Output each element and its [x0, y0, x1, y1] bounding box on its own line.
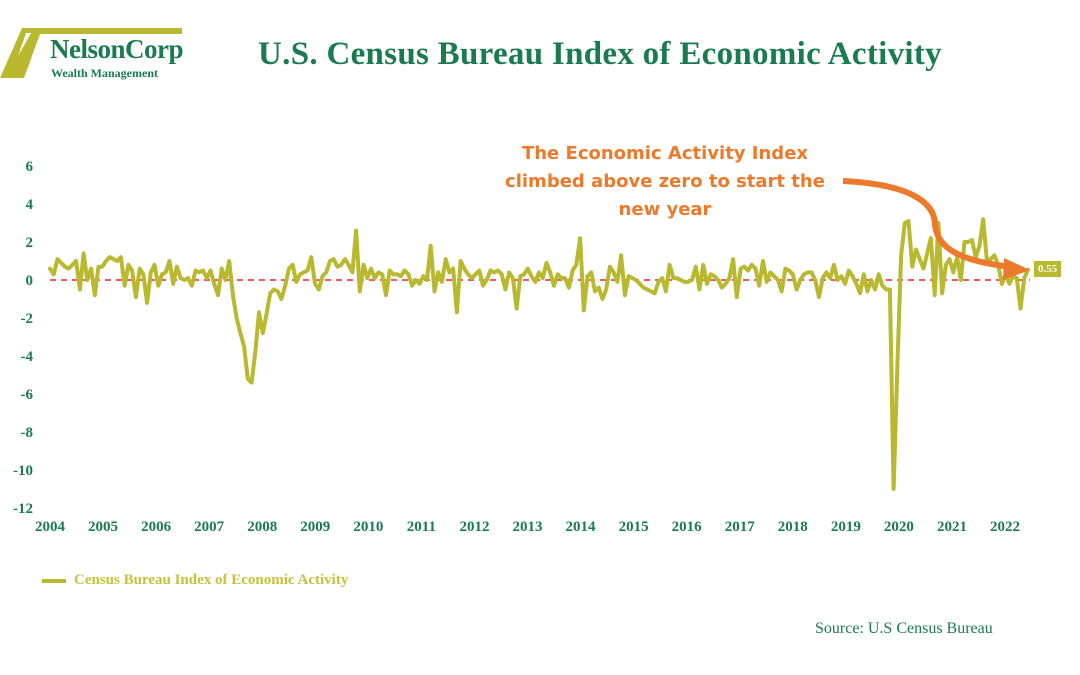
logo-subtitle: Wealth Management [51, 66, 158, 80]
y-tick-label: -6 [21, 387, 34, 403]
x-tick-label: 2011 [407, 519, 436, 535]
x-tick-label: 2009 [300, 519, 330, 535]
x-tick-label: 2014 [566, 519, 597, 535]
x-axis-ticks: 2004 2005 2006 2007 2008 2009 2010 2011 2012 2013… [35, 519, 1020, 535]
y-tick-label: -4 [21, 349, 34, 365]
y-tick-label: -8 [21, 425, 34, 441]
source-note: Source: U.S Census Bureau [815, 620, 993, 637]
x-tick-label: 2015 [619, 519, 649, 535]
x-tick-label: 2004 [35, 519, 66, 535]
logo-n-mark [0, 28, 182, 78]
x-tick-label: 2019 [831, 519, 861, 535]
y-axis-ticks: 6 4 2 0 -2 -4 -6 -8 -10 -12 [13, 159, 34, 517]
x-tick-label: 2016 [672, 519, 703, 535]
y-tick-label: 0 [26, 273, 34, 289]
x-tick-label: 2022 [990, 519, 1020, 535]
logo-name: NelsonCorp [50, 34, 184, 64]
y-tick-label: -10 [13, 463, 33, 479]
legend: Census Bureau Index of Economic Activity [42, 572, 348, 589]
x-tick-label: 2006 [141, 519, 172, 535]
y-tick-label: -2 [21, 311, 34, 327]
nelsoncorp-logo [0, 28, 182, 78]
annotation-arrow-head [1003, 258, 1030, 280]
x-tick-label: 2008 [247, 519, 277, 535]
x-tick-label: 2018 [778, 519, 808, 535]
y-tick-label: 4 [26, 197, 34, 213]
y-tick-label: 6 [26, 159, 34, 175]
legend-label: Census Bureau Index of Economic Activity [74, 572, 349, 588]
x-tick-label: 2005 [88, 519, 118, 535]
y-tick-label: 2 [26, 235, 34, 251]
chart-title: U.S. Census Bureau Index of Economic Act… [258, 36, 942, 72]
x-tick-label: 2021 [937, 519, 967, 535]
series-line-census-index [48, 217, 1030, 491]
x-tick-label: 2020 [884, 519, 914, 535]
x-tick-label: 2013 [513, 519, 543, 535]
x-tick-label: 2012 [459, 519, 489, 535]
end-value-label: 0.55 [1034, 261, 1062, 277]
x-tick-label: 2017 [725, 519, 756, 535]
annotation-text: The Economic Activity Index climbed abov… [505, 143, 825, 220]
y-tick-label: -12 [13, 501, 33, 517]
x-tick-label: 2010 [353, 519, 383, 535]
x-tick-label: 2007 [194, 519, 225, 535]
legend-swatch [42, 578, 66, 583]
annotation-arrow [842, 178, 1011, 270]
